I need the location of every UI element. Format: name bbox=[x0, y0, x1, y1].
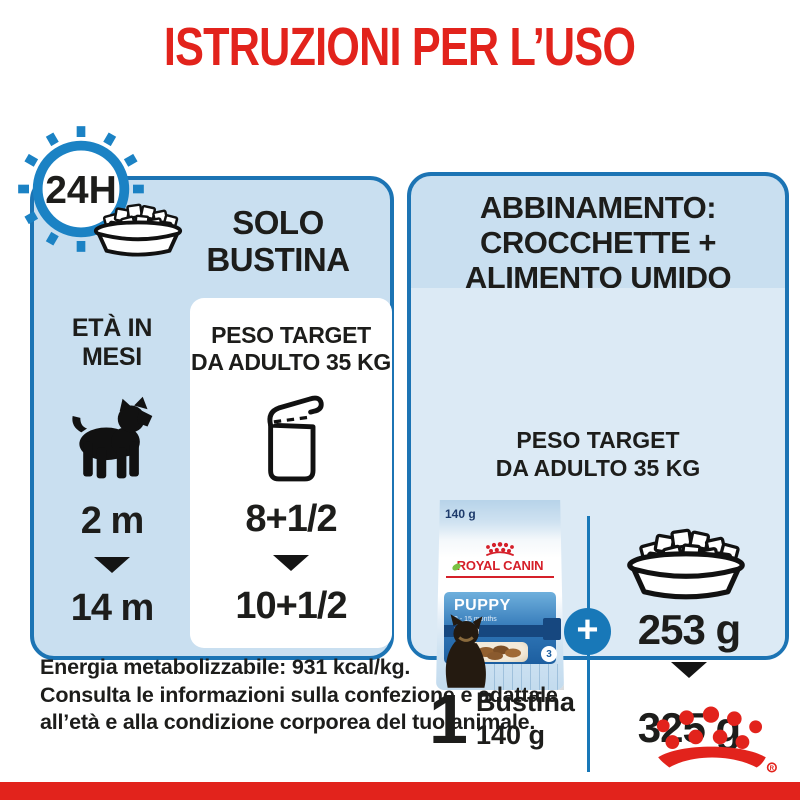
pouch-dosage-box: PESO TARGET DA ADULTO 35 KG 8+1/2 10+1/2 bbox=[190, 298, 392, 648]
range-months: 2 - 15 months bbox=[454, 616, 497, 623]
kibble-from: 253 g bbox=[637, 606, 741, 653]
footer-note: Energia metabolizzabile: 931 kcal/kg. Co… bbox=[40, 655, 558, 734]
arrow-down-icon bbox=[94, 557, 130, 573]
pouch-count-unit: Bustina 140 g bbox=[475, 687, 575, 750]
bottom-red-bar bbox=[0, 782, 800, 800]
portion-info: 1 Bustina 140 g bbox=[429, 679, 575, 758]
product-pouch-image: 140 g ROYAL CANIN PUPPY 2 - 15 months bbox=[436, 500, 564, 690]
food-bowl-icon bbox=[93, 202, 183, 257]
page-title: ISTRUZIONI PER L’USO bbox=[164, 17, 636, 77]
age-from: 2 m bbox=[80, 500, 144, 542]
puppy-dog-icon bbox=[72, 396, 153, 479]
brand-name: ROYAL CANIN bbox=[456, 558, 544, 573]
pouch-count: 1 bbox=[429, 679, 468, 758]
crown-icon bbox=[486, 542, 514, 556]
food-bowl-icon bbox=[609, 516, 763, 604]
range-name: PUPPY bbox=[454, 597, 511, 614]
age-column-header: ETÀ IN MESI bbox=[71, 314, 153, 371]
arrow-down-icon bbox=[273, 555, 309, 571]
royal-canin-crown-logo: R bbox=[656, 706, 777, 773]
pouch-number-badge: 3 bbox=[541, 646, 557, 662]
arrow-down-icon bbox=[671, 662, 707, 678]
puppy-photo-silhouette bbox=[445, 614, 486, 688]
mixed-feeding-panel: ABBINAMENTO: CROCCHETTE + ALIMENTO UMIDO… bbox=[407, 172, 789, 772]
age-to: 14 m bbox=[70, 587, 155, 629]
brand-rule bbox=[446, 576, 554, 578]
pouches-from: 8+1/2 bbox=[245, 498, 337, 540]
pouch-only-panel: SOLO BUSTINA ETÀ IN MESI bbox=[30, 176, 394, 660]
clock-label: 24H bbox=[45, 169, 117, 212]
opened-pouch-icon bbox=[267, 395, 324, 482]
right-panel-header: ABBINAMENTO: CROCCHETTE + ALIMENTO UMIDO bbox=[464, 190, 732, 295]
plus-icon: + bbox=[564, 608, 611, 655]
left-panel-header: SOLO BUSTINA bbox=[206, 204, 350, 278]
target-weight-header: PESO TARGET DA ADULTO 35 KG bbox=[495, 427, 701, 481]
pouch-side-badge bbox=[543, 618, 561, 640]
pouch-tick-pattern bbox=[494, 664, 564, 690]
pouch-weight-label: 140 g bbox=[445, 507, 476, 521]
age-column: ETÀ IN MESI 2 m bbox=[34, 314, 190, 630]
pouches-to: 10+1/2 bbox=[235, 585, 347, 627]
mixed-feeding-body: PESO TARGET DA ADULTO 35 KG 140 g ROYAL … bbox=[411, 288, 785, 772]
svg-text:R: R bbox=[770, 765, 775, 772]
target-weight-header: PESO TARGET DA ADULTO 35 KG bbox=[191, 322, 391, 375]
24h-clock-icon: 24H bbox=[18, 126, 144, 252]
